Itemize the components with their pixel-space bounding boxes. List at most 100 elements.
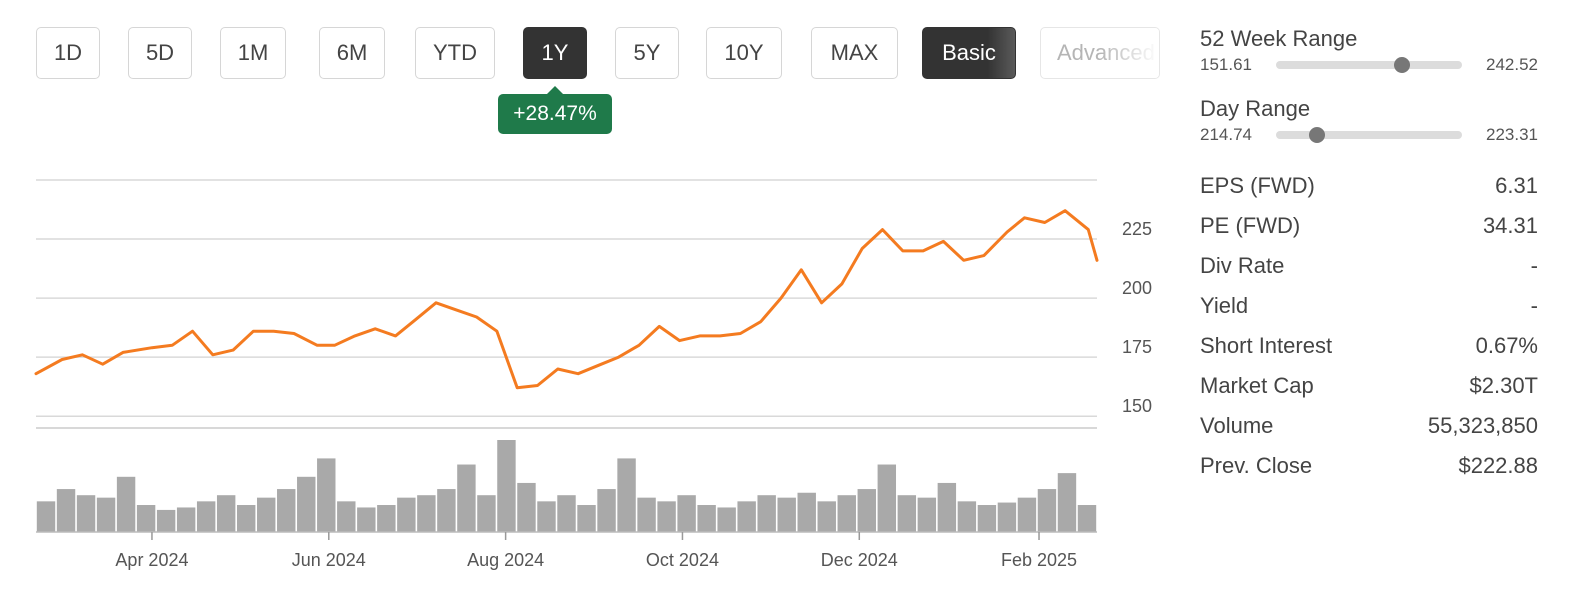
y-tick-label: 200	[1122, 278, 1152, 298]
x-tick-label: Apr 2024	[115, 550, 188, 570]
week52-row: 151.61 242.52	[1200, 52, 1538, 78]
stat-value: 55,323,850	[1427, 413, 1538, 438]
stat-short-interest: Short Interest 0.67%	[1200, 326, 1538, 366]
volume-bar	[136, 505, 156, 532]
range-1m-button[interactable]: 1M	[220, 27, 286, 79]
change-badge: +28.47%	[498, 86, 612, 134]
y-tick-label: 225	[1122, 219, 1152, 239]
volume-bar	[557, 495, 576, 532]
x-tick-label: Jun 2024	[292, 550, 366, 570]
week52-low: 151.61	[1200, 55, 1252, 74]
volume-bar	[156, 509, 176, 532]
volume-bar	[897, 495, 917, 532]
stat-value: -	[1530, 253, 1538, 278]
stat-label: Div Rate	[1200, 253, 1285, 278]
range-1d-button[interactable]: 1D	[36, 27, 100, 79]
stat-value: -	[1530, 293, 1538, 318]
range-ytd-button[interactable]: YTD	[415, 27, 495, 79]
volume-bar	[977, 505, 997, 532]
volume-bar	[457, 464, 476, 532]
volume-bar	[697, 505, 716, 532]
day-range: Day Range 214.74 223.31	[1200, 96, 1538, 148]
volume-bar	[216, 495, 236, 532]
stat-label: Market Cap	[1200, 373, 1314, 398]
volume-bar	[857, 489, 876, 532]
volume-bar	[1017, 497, 1037, 532]
stat-volume: Volume 55,323,850	[1200, 406, 1538, 446]
x-tick-label: Feb 2025	[1001, 550, 1077, 570]
volume-bar	[76, 495, 96, 532]
volume-bar	[96, 497, 116, 532]
stat-market-cap: Market Cap $2.30T	[1200, 366, 1538, 406]
volume-bar	[957, 501, 977, 532]
stat-eps: EPS (FWD) 6.31	[1200, 166, 1538, 206]
stat-yield: Yield -	[1200, 286, 1538, 326]
y-tick-label: 175	[1122, 337, 1152, 357]
week52-high: 242.52	[1486, 55, 1538, 74]
volume-bar	[817, 501, 836, 532]
stat-div-rate: Div Rate -	[1200, 246, 1538, 286]
day-range-title: Day Range	[1200, 96, 1311, 121]
stat-rows: EPS (FWD) 6.31 PE (FWD) 34.31 Div Rate - Yi…	[1200, 166, 1538, 486]
stat-label: EPS (FWD)	[1200, 173, 1315, 198]
day-range-high: 223.31	[1486, 125, 1538, 144]
stat-value: $2.30T	[1469, 373, 1539, 398]
volume-bar	[617, 458, 636, 532]
volume-bar	[797, 492, 816, 532]
range-6m-button[interactable]: 6M	[319, 27, 385, 79]
volume-bar	[517, 482, 536, 532]
stat-value: 6.31	[1495, 173, 1538, 198]
day-range-row: 214.74 223.31	[1200, 122, 1538, 148]
price-line	[34, 209, 1099, 390]
range-max-button[interactable]: MAX	[811, 27, 898, 79]
range-10y-button[interactable]: 10Y	[706, 27, 782, 79]
volume-bar	[477, 495, 496, 532]
day-range-marker	[1308, 127, 1325, 143]
range-5d-button[interactable]: 5D	[128, 27, 192, 79]
range-5y-button[interactable]: 5Y	[615, 27, 679, 79]
volume-bar	[837, 495, 856, 532]
volume-bar	[176, 507, 196, 532]
volume-bar	[937, 482, 957, 532]
volume-bar	[317, 458, 336, 532]
volume-bar	[1037, 489, 1057, 532]
week52-range: 52 Week Range 151.61 242.52	[1200, 26, 1538, 78]
volume-bar	[497, 440, 516, 532]
stat-value: 0.67%	[1475, 333, 1538, 358]
price-chart: 225 200 175 150 Apr 2024 Jun 2024 Aug 2024 Oct …	[34, 179, 1152, 570]
day-range-track	[1276, 127, 1462, 143]
volume-bar	[657, 501, 676, 532]
volume-bar	[677, 495, 696, 532]
volume-bar	[36, 501, 56, 532]
stat-value: $222.88	[1458, 453, 1538, 478]
volume-bar	[637, 497, 656, 532]
volume-bar	[597, 489, 616, 532]
volume-bar	[717, 507, 736, 532]
range-1y-button[interactable]: 1Y	[523, 27, 587, 79]
stat-label: Short Interest	[1200, 333, 1333, 358]
volume-bar	[737, 501, 756, 532]
stat-prev-close: Prev. Close $222.88	[1200, 446, 1538, 486]
basic-mode-button[interactable]: Basic	[922, 27, 1016, 79]
volume-bar	[56, 489, 76, 532]
volume-bar	[297, 476, 316, 532]
volume-bar	[757, 495, 776, 532]
volume-bar	[337, 501, 356, 532]
volume-bar	[417, 495, 436, 532]
volume-bar	[917, 497, 937, 532]
week52-title: 52 Week Range	[1200, 26, 1358, 51]
volume-bar	[1077, 505, 1097, 532]
volume-bar	[537, 501, 556, 532]
volume-bar	[236, 505, 256, 532]
stat-label: Yield	[1200, 293, 1249, 318]
week52-marker	[1394, 57, 1411, 73]
volume-bar	[357, 507, 376, 532]
stat-label: Volume	[1200, 413, 1274, 438]
stat-label: PE (FWD)	[1200, 213, 1301, 238]
volume-bar	[1057, 473, 1077, 532]
stat-label: Prev. Close	[1200, 453, 1313, 478]
volume-bar	[257, 497, 276, 532]
volume-bar	[196, 501, 216, 532]
volume-bar	[997, 502, 1017, 532]
volume-bar	[777, 497, 796, 532]
